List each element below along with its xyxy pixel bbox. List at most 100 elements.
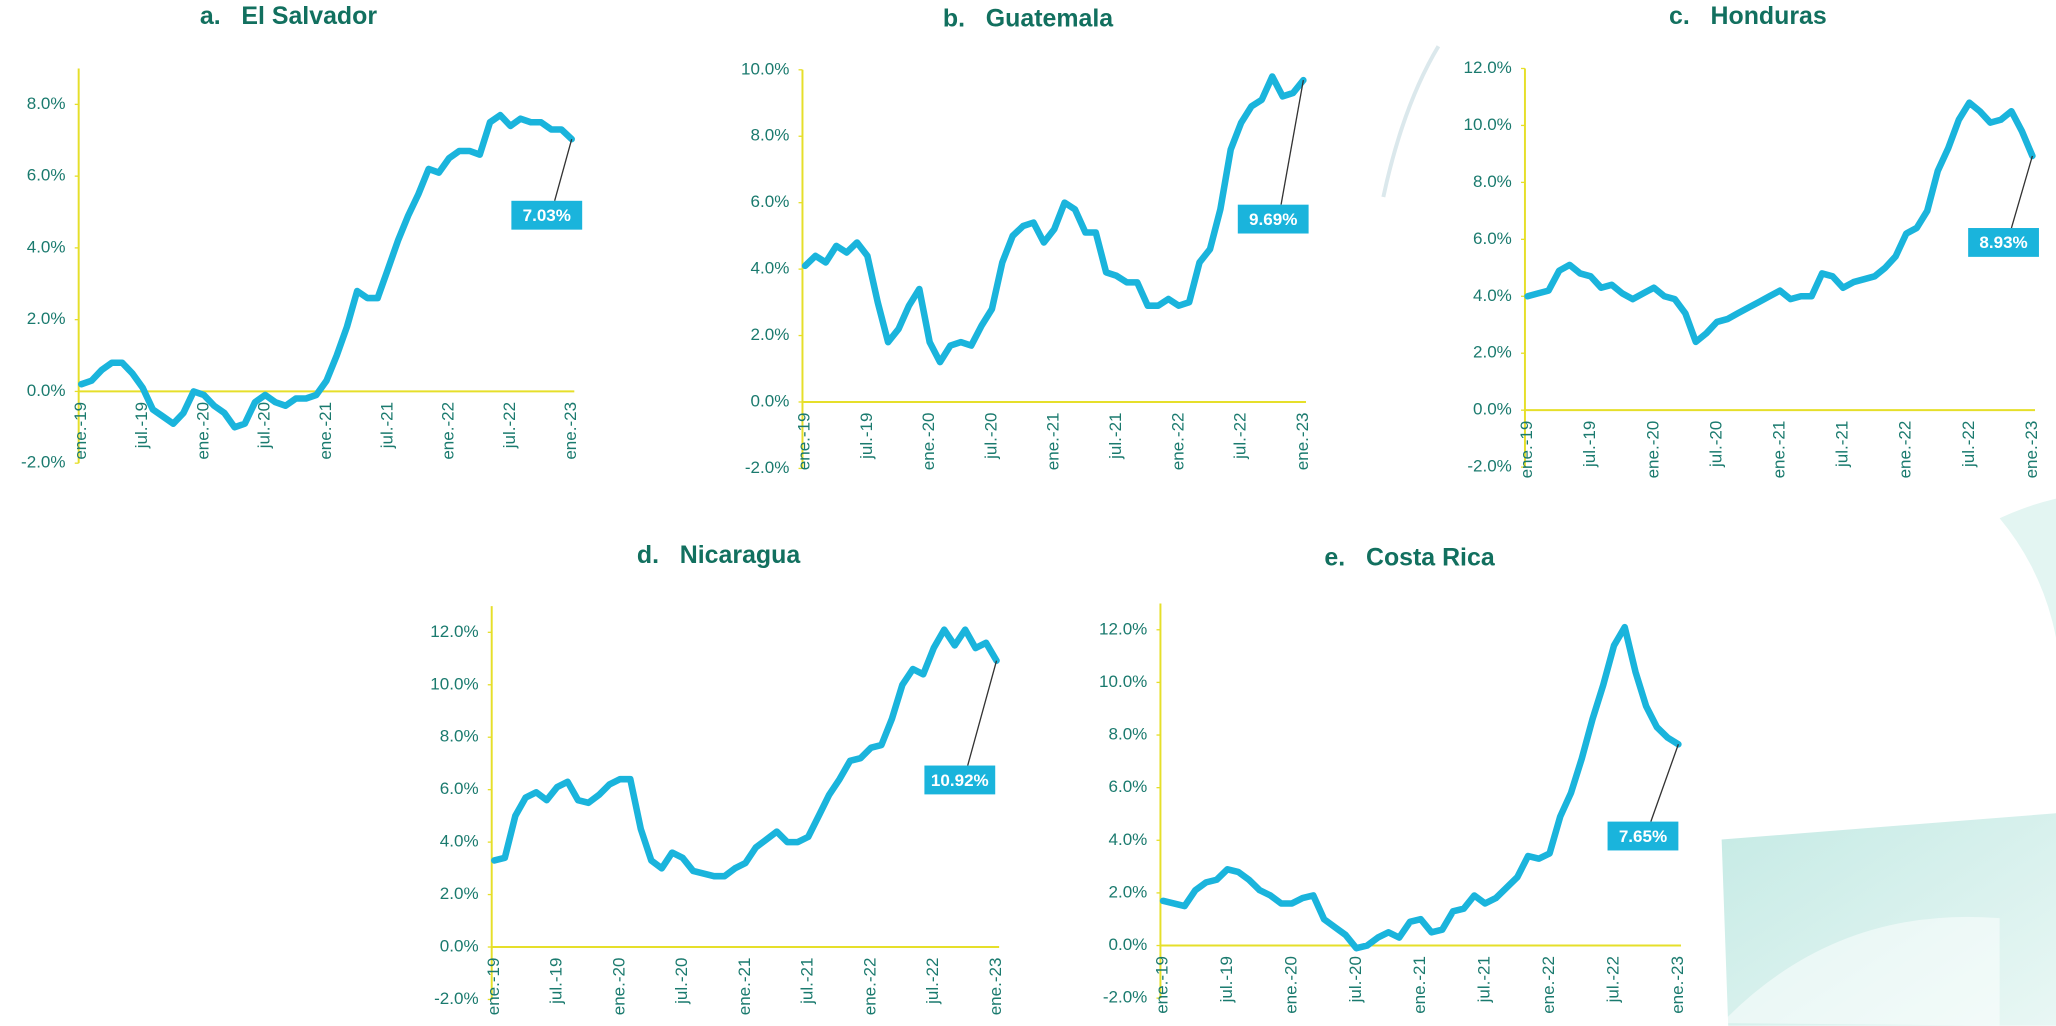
y-tick-label: 10.0% [741, 59, 789, 78]
x-tick-label: jul.-21 [1833, 421, 1852, 468]
x-tick-label: jul.-21 [1106, 412, 1125, 459]
chart-title: e. Costa Rica [1324, 543, 1495, 571]
x-tick-label: ene.-23 [1293, 412, 1312, 470]
value-label-box [1237, 204, 1309, 234]
y-tick-label: -2.0% [434, 989, 479, 1008]
x-tick-label: jul.-22 [1603, 956, 1622, 1003]
x-tick-label: jul.-20 [672, 958, 691, 1005]
deco-stroke [1381, 45, 1441, 198]
leader-line [1650, 744, 1679, 822]
x-tick-label: ene.-21 [735, 958, 754, 1016]
leader-line [554, 139, 573, 201]
series-line [1524, 99, 2036, 346]
y-tick-label: 8.0% [440, 727, 479, 746]
y-tick-label: 6.0% [440, 779, 479, 798]
chart-title: a. El Salvador [200, 2, 377, 30]
y-tick-label: 10.0% [1464, 115, 1512, 134]
x-tick-label: ene.-20 [193, 402, 212, 460]
value-label-box [511, 200, 583, 230]
x-tick-label: ene.-19 [795, 412, 814, 470]
x-tick-label: jul.-22 [1231, 412, 1250, 459]
x-tick-label: ene.-22 [439, 402, 458, 460]
value-label: 9.69% [1249, 210, 1297, 229]
x-tick-label: jul.-22 [500, 402, 519, 449]
y-tick-label: 12.0% [430, 622, 478, 641]
y-tick-label: 4.0% [1473, 286, 1512, 305]
x-tick-label: jul.-19 [1217, 956, 1236, 1003]
leader-line [2010, 155, 2034, 229]
y-tick-label: 2.0% [440, 884, 479, 903]
series-line [1159, 623, 1682, 952]
x-tick-label: jul.-21 [798, 958, 817, 1005]
x-tick-label: ene.-23 [986, 958, 1005, 1016]
y-tick-label: 8.0% [1473, 172, 1512, 191]
x-tick-label: jul.-19 [857, 412, 876, 459]
x-tick-label: jul.-20 [1346, 956, 1365, 1003]
leader-line [1280, 79, 1305, 205]
y-tick-label: -2.0% [1103, 988, 1148, 1007]
y-tick-label: 2.0% [27, 309, 66, 328]
y-tick-label: 4.0% [27, 237, 66, 256]
x-tick-label: ene.-20 [1281, 956, 1300, 1014]
x-tick-label: jul.-19 [132, 402, 151, 449]
leader-line [967, 660, 998, 766]
chart-panel: e. Costa Rica -2.0% 0.0% 2.0% 4.0% 6.0% 8.0% 10… [1099, 543, 1687, 1013]
y-tick-label: 4.0% [751, 259, 790, 278]
value-label-box [924, 765, 996, 795]
x-tick-label: jul.-22 [923, 958, 942, 1005]
y-tick-label: 0.0% [440, 937, 479, 956]
x-tick-label: ene.-22 [1539, 956, 1558, 1014]
y-tick-label: 12.0% [1464, 58, 1512, 77]
chart-panel: d. Nicaragua -2.0% 0.0% 2.0% 4.0% 6.0% 8.0% 10.… [430, 541, 1005, 1015]
series-line [491, 626, 1000, 880]
series-line [801, 73, 1307, 366]
series-line [78, 111, 575, 431]
x-tick-label: jul.-20 [981, 412, 1000, 459]
y-tick-label: 6.0% [1108, 777, 1147, 796]
value-label-box [1968, 228, 2039, 257]
value-label: 8.93% [1979, 233, 2027, 252]
x-tick-label: ene.-21 [316, 402, 335, 460]
x-tick-label: jul.-19 [547, 958, 566, 1005]
value-label: 7.65% [1619, 827, 1667, 846]
y-tick-label: -2.0% [745, 458, 790, 477]
chart-panel: c. Honduras -2.0% 0.0% 2.0% 4.0% 6.0% 8.0% 10.0… [1464, 2, 2041, 479]
y-tick-label: 8.0% [751, 126, 790, 145]
x-tick-label: ene.-21 [1769, 421, 1788, 479]
y-tick-label: 10.0% [430, 674, 478, 693]
y-tick-label: 4.0% [1108, 830, 1147, 849]
y-tick-label: 4.0% [440, 832, 479, 851]
y-tick-label: 0.0% [27, 381, 66, 400]
y-tick-label: 2.0% [1473, 343, 1512, 362]
y-tick-label: 0.0% [751, 391, 790, 410]
x-tick-label: ene.-20 [609, 958, 628, 1016]
y-tick-label: 6.0% [751, 192, 790, 211]
chart-panel: a. El Salvador -2.0% 0.0% 2.0% 4.0% 6.0% 8.0% e… [21, 2, 583, 472]
x-tick-label: jul.-19 [1580, 421, 1599, 468]
x-tick-label: jul.-21 [377, 402, 396, 449]
x-tick-label: ene.-20 [919, 412, 938, 470]
x-tick-label: ene.-21 [1410, 956, 1429, 1014]
value-label: 10.92% [931, 771, 989, 790]
x-tick-label: ene.-22 [860, 958, 879, 1016]
x-tick-label: ene.-19 [1517, 421, 1536, 479]
y-tick-label: 0.0% [1473, 400, 1512, 419]
value-label: 7.03% [523, 206, 571, 225]
x-tick-label: jul.-22 [1959, 421, 1978, 468]
y-tick-label: 6.0% [1473, 229, 1512, 248]
y-tick-label: 10.0% [1099, 672, 1147, 691]
y-tick-label: 0.0% [1108, 935, 1147, 954]
y-tick-label: 8.0% [1108, 725, 1147, 744]
decoration [1381, 45, 2056, 1026]
y-tick-label: 8.0% [27, 94, 66, 113]
chart-title: d. Nicaragua [637, 541, 801, 569]
x-tick-label: ene.-22 [1168, 412, 1187, 470]
y-tick-label: 12.0% [1099, 619, 1147, 638]
chart-panel: b. Guatemala -2.0% 0.0% 2.0% 4.0% 6.0% 8.0% 10.… [741, 5, 1312, 477]
y-tick-label: 6.0% [27, 166, 66, 185]
y-tick-label: 2.0% [751, 325, 790, 344]
x-tick-label: ene.-22 [1896, 421, 1915, 479]
x-tick-label: ene.-19 [1153, 956, 1172, 1014]
x-tick-label: jul.-21 [1475, 956, 1494, 1003]
x-tick-label: ene.-21 [1044, 412, 1063, 470]
